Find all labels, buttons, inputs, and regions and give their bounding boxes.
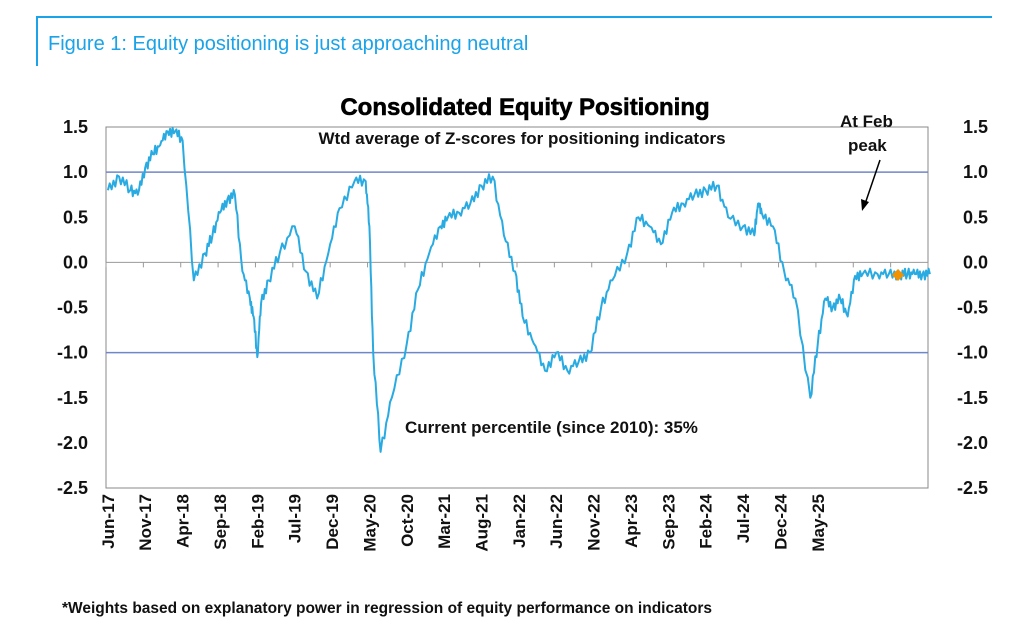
y-tick-label-left: -2.0: [57, 433, 88, 453]
y-tick-label-right: 0.0: [963, 252, 988, 272]
y-axis-right: 1.5 1.0 0.5 0.0 -0.5 -1.0 -1.5 -2.0 -2.5: [957, 117, 988, 498]
x-tick-label: Apr-18: [174, 494, 193, 548]
x-tick-label: Jun-17: [99, 494, 118, 549]
figure-frame: [36, 16, 992, 66]
annotation-feb-peak-line1: At Feb: [840, 112, 893, 131]
x-tick-label: May-20: [360, 494, 379, 552]
x-tick-label: Oct-20: [398, 494, 417, 547]
y-tick-label-left: -1.5: [57, 388, 88, 408]
y-tick-label-right: -1.5: [957, 388, 988, 408]
chart-subtitle: Wtd average of Z-scores for positioning …: [318, 129, 725, 148]
y-tick-label-right: -1.0: [957, 343, 988, 363]
x-tick-label: Nov-17: [136, 494, 155, 551]
figure-title: Figure 1: Equity positioning is just app…: [48, 33, 529, 55]
x-tick-label: Apr-23: [622, 494, 641, 548]
x-tick-label: Jan-22: [510, 494, 529, 548]
y-tick-label-right: -2.5: [957, 478, 988, 498]
y-tick-label-right: 1.5: [963, 117, 988, 137]
y-tick-label-right: -2.0: [957, 433, 988, 453]
annotation-current-percentile: Current percentile (since 2010): 35%: [405, 418, 698, 437]
x-tick-label: Sep-23: [659, 494, 678, 550]
series-line-consolidated-positioning: [106, 126, 931, 453]
y-tick-label-left: -0.5: [57, 298, 88, 318]
y-tick-label-right: 0.5: [963, 207, 988, 227]
positioning-chart: Consolidated Equity Positioning Wtd aver…: [57, 94, 988, 552]
y-tick-label-left: 1.0: [63, 162, 88, 182]
annotation-feb-peak-line2: peak: [848, 136, 887, 155]
x-tick-label: Jul-19: [286, 494, 305, 543]
x-tick-label: Mar-21: [435, 494, 454, 549]
x-tick-label: Feb-24: [697, 493, 716, 548]
x-tick-label: May-25: [809, 494, 828, 552]
x-axis: Jun-17 Nov-17 Apr-18 Sep-18 Feb-19 Jul-19 Dec-…: [99, 493, 828, 551]
plot-border: [105, 126, 929, 489]
reference-lines: [105, 171, 929, 354]
y-tick-label-left: -1.0: [57, 343, 88, 363]
x-tick-label: Jun-22: [547, 494, 566, 549]
x-tick-label: Jul-24: [734, 493, 753, 543]
footnote: *Weights based on explanatory power in r…: [62, 600, 712, 617]
annotation-arrow: [864, 159, 881, 205]
x-tick-label: Nov-22: [585, 494, 604, 551]
chart-title: Consolidated Equity Positioning: [340, 94, 709, 121]
y-axis-left: 1.5 1.0 0.5 0.0 -0.5 -1.0 -1.5 -2.0 -2.5: [57, 117, 88, 498]
x-tick-label: Sep-18: [211, 494, 230, 550]
y-tick-label-left: 0.5: [63, 207, 88, 227]
current-value-marker: [892, 269, 904, 281]
x-tick-label: Dec-24: [771, 493, 790, 549]
y-tick-label-left: -2.5: [57, 478, 88, 498]
y-tick-label-right: -0.5: [957, 298, 988, 318]
annotation-arrowhead: [861, 199, 869, 211]
x-tick-label: Dec-19: [323, 494, 342, 550]
y-tick-label-left: 0.0: [63, 252, 88, 272]
x-tick-label: Aug-21: [473, 494, 492, 552]
y-tick-label-right: 1.0: [963, 162, 988, 182]
x-tick-label: Feb-19: [248, 494, 267, 549]
y-tick-label-left: 1.5: [63, 117, 88, 137]
